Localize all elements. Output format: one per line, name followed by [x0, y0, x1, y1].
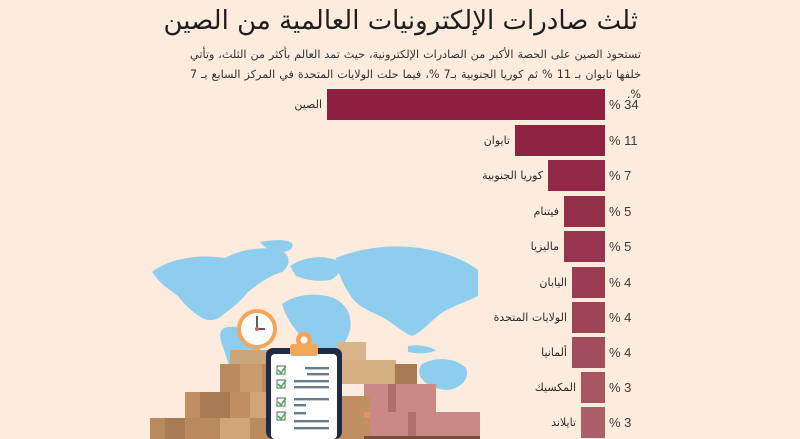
chart-subtitle: تستحوذ الصين على الحصة الأكبر من الصادرا…	[190, 48, 641, 101]
category-label: المكسيك	[534, 381, 576, 394]
value-label: % 11	[609, 133, 638, 148]
bar-south-korea	[548, 160, 605, 191]
cargo-world-map-illustration	[150, 240, 480, 439]
category-label: فيتنام	[533, 205, 559, 218]
category-label: اليابان	[539, 276, 567, 289]
bar-row-mexico: المكسيك % 3	[0, 372, 800, 403]
bar-taiwan	[515, 125, 605, 156]
bar-row-thailand: تايلاند % 3	[0, 407, 800, 438]
chart-title: ثلث صادرات الإلكترونيات العالمية من الصي…	[163, 6, 639, 36]
value-label: % 4	[609, 345, 632, 360]
bar-row-taiwan: تايوان % 11	[0, 125, 800, 156]
bar-row-south-korea: كوريا الجنوبية % 7	[0, 160, 800, 191]
bar-japan	[572, 267, 605, 298]
category-label: تايلاند	[551, 416, 576, 429]
category-label: كوريا الجنوبية	[482, 169, 543, 182]
bar-germany	[572, 337, 605, 368]
value-label: % 4	[609, 275, 632, 290]
value-label: % 34	[609, 97, 639, 112]
bar-row-china: الصين % 34	[0, 89, 800, 120]
checklist-clipboard-icon	[266, 332, 342, 439]
value-label: % 5	[609, 239, 632, 254]
value-label: % 3	[609, 380, 632, 395]
bar-malaysia	[564, 231, 605, 262]
category-label: الصين	[294, 98, 322, 111]
bar-thailand	[581, 407, 605, 438]
cargo-boxes-right-icon	[330, 342, 480, 439]
clock-icon	[237, 309, 277, 349]
bar-united-states	[572, 302, 605, 333]
category-label: ماليزيا	[530, 240, 559, 253]
category-label: الولايات المتحدة	[493, 311, 567, 324]
bar-row-germany: ألمانيا % 4	[0, 337, 800, 368]
bar-row-vietnam: فيتنام % 5	[0, 196, 800, 227]
bar-row-japan: اليابان % 4	[0, 267, 800, 298]
value-label: % 4	[609, 310, 632, 325]
value-label: % 5	[609, 204, 632, 219]
bar-china	[327, 89, 605, 120]
category-label: ألمانيا	[541, 346, 567, 359]
bar-vietnam	[564, 196, 605, 227]
value-label: % 7	[609, 168, 632, 183]
bar-row-malaysia: ماليزيا % 5	[0, 231, 800, 262]
bar-mexico	[581, 372, 605, 403]
category-label: تايوان	[483, 134, 510, 147]
value-label: % 3	[609, 415, 632, 430]
bar-row-united-states: الولايات المتحدة % 4	[0, 302, 800, 333]
